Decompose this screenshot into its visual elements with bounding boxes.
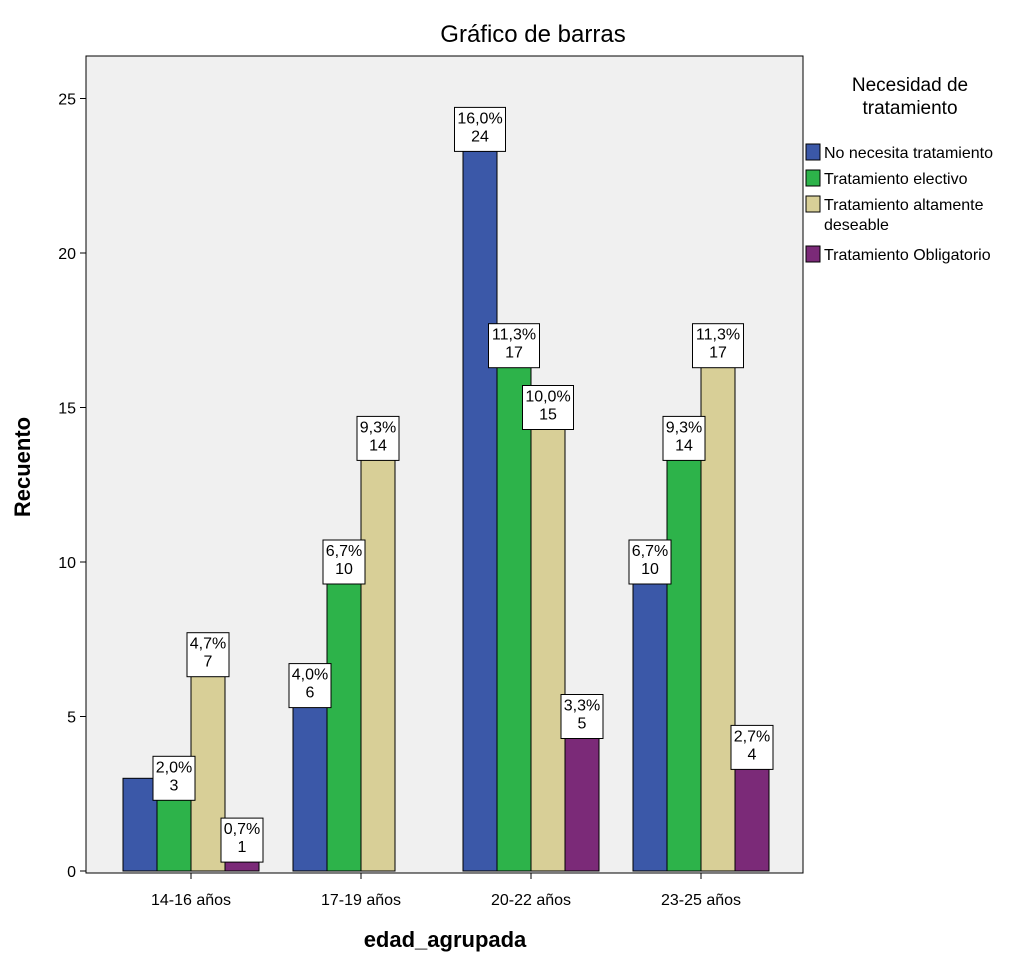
data-label: 2,0% — [156, 759, 192, 776]
data-label: 11,3% — [492, 327, 536, 344]
x-tick-label: 20-22 años — [491, 892, 571, 909]
data-label-box — [322, 539, 366, 585]
data-label-box — [356, 415, 400, 461]
chart-title: Gráfico de barras — [440, 21, 625, 48]
legend-swatch — [805, 143, 821, 161]
data-label: 6,7% — [632, 543, 668, 560]
legend-label: Tratamiento electivo — [824, 171, 968, 188]
data-label: 10 — [335, 561, 353, 578]
bar — [666, 437, 702, 872]
data-label-box — [730, 724, 774, 770]
data-label: 1 — [238, 839, 247, 856]
bar — [530, 407, 566, 872]
data-label: 17 — [505, 345, 523, 362]
legend-label: deseable — [824, 217, 889, 234]
x-tick-label: 14-16 años — [151, 892, 231, 909]
data-label: 10,0% — [525, 389, 570, 406]
y-axis-title: Recuento — [10, 417, 35, 517]
data-label-box — [560, 694, 604, 739]
x-tick-label: 17-19 años — [321, 892, 401, 909]
data-label-box — [152, 755, 196, 801]
data-label: 5 — [578, 716, 587, 733]
bar — [632, 561, 668, 872]
bar — [700, 345, 736, 872]
y-tick-label: 0 — [67, 864, 76, 881]
data-label-box — [628, 539, 672, 585]
y-axis: 0 5 10 15 20 25 — [58, 56, 87, 881]
y-tick-label: 15 — [58, 401, 76, 418]
data-label: 6 — [306, 685, 315, 702]
legend-swatch — [805, 195, 821, 213]
data-label-box — [662, 415, 706, 461]
data-label: 3,3% — [564, 698, 600, 715]
data-label: 15 — [539, 407, 557, 424]
data-label-box — [186, 632, 230, 678]
data-label: 10 — [641, 561, 659, 578]
bar — [496, 345, 532, 872]
legend-swatch — [805, 169, 821, 187]
x-tick-label: 23-25 años — [661, 892, 741, 909]
data-label-box — [488, 323, 540, 369]
bars — [122, 128, 770, 872]
data-label-box — [220, 817, 264, 863]
bar — [292, 685, 328, 872]
bar — [326, 561, 362, 872]
bar — [122, 777, 158, 872]
legend-swatch — [805, 245, 821, 263]
y-tick-label: 10 — [58, 555, 76, 572]
data-label: 24 — [471, 128, 489, 145]
data-label: 4,7% — [190, 636, 226, 653]
legend-label: Tratamiento altamente — [824, 197, 984, 214]
data-label: 16,0% — [457, 110, 502, 127]
data-label: 11,3% — [696, 327, 740, 344]
data-label-box — [288, 663, 332, 709]
data-label: 14 — [369, 437, 387, 454]
data-label-box — [522, 385, 574, 430]
legend-title: Necesidad de — [852, 75, 968, 96]
data-label: 17 — [709, 345, 727, 362]
legend-label: Tratamiento Obligatorio — [824, 247, 991, 264]
data-label: 4,0% — [292, 667, 328, 684]
data-label: 2,7% — [734, 728, 770, 745]
data-label: 3 — [170, 777, 179, 794]
data-label: 9,3% — [666, 419, 702, 436]
legend-label: No necesita tratamiento — [824, 145, 993, 162]
y-tick-label: 20 — [58, 246, 76, 263]
data-label-box — [692, 323, 744, 369]
bar — [190, 654, 226, 872]
legend-title: tratamiento — [862, 98, 957, 119]
data-label: 7 — [204, 654, 213, 671]
data-label: 0,7% — [224, 821, 260, 838]
bar — [462, 128, 498, 872]
data-label: 6,7% — [326, 543, 362, 560]
y-tick-label: 5 — [67, 710, 76, 727]
data-label: 9,3% — [360, 419, 396, 436]
x-axis-title: edad_agrupada — [364, 927, 527, 952]
data-label: 14 — [675, 437, 693, 454]
bar — [360, 437, 396, 872]
data-labels: 2,0%34,7%70,7%14,0%66,7%109,3%1416,0%241… — [152, 106, 774, 863]
x-axis: 14-16 años 17-19 años 20-22 años 23-25 años — [151, 873, 741, 909]
data-label: 4 — [748, 746, 757, 763]
bar — [564, 716, 600, 872]
y-tick-label: 25 — [58, 92, 76, 109]
data-label-box — [454, 106, 506, 152]
